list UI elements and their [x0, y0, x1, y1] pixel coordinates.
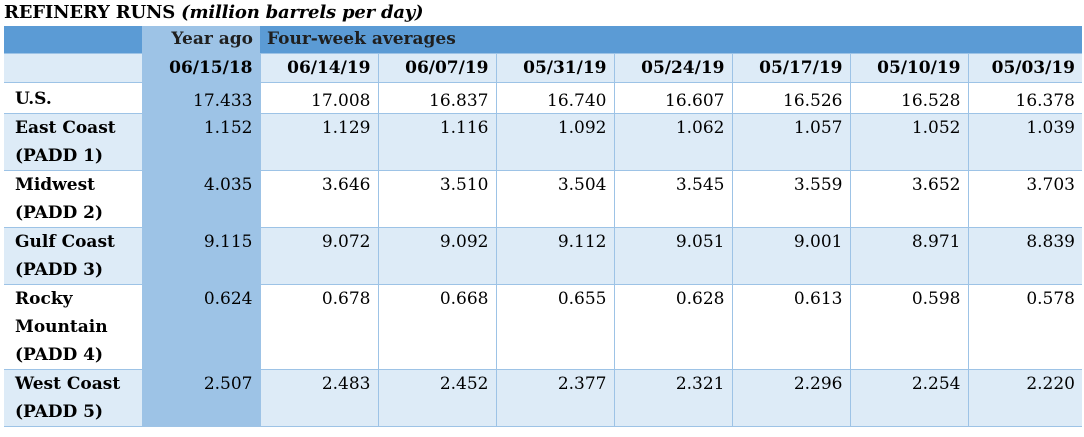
date-header: 06/07/19 — [378, 53, 497, 83]
row-label-line: (PADD 3) — [15, 260, 104, 280]
four-week-value: 3.504 — [496, 170, 615, 228]
title-unit: (million barrels per day) — [181, 2, 424, 23]
row-label-line: Mountain — [15, 317, 108, 337]
four-week-value: 0.678 — [260, 284, 379, 370]
row-label-line: Gulf Coast — [15, 232, 115, 252]
row-label-line: Rocky — [15, 289, 73, 309]
four-week-value: 1.062 — [614, 113, 733, 171]
row-label-line: U.S. — [15, 89, 52, 109]
four-week-value: 1.092 — [496, 113, 615, 171]
date-header: 05/03/19 — [968, 53, 1082, 83]
four-week-value: 2.296 — [732, 369, 851, 427]
four-week-value: 3.559 — [732, 170, 851, 228]
four-week-value: 16.837 — [378, 82, 497, 114]
table-row: Gulf Coast (PADD 3) 9.115 9.072 9.092 9.112 9.… — [4, 227, 1082, 285]
header-row-dates: 06/15/18 06/14/19 06/07/19 05/31/19 05/2… — [4, 53, 1082, 83]
four-week-value: 3.703 — [968, 170, 1082, 228]
four-week-value: 3.652 — [850, 170, 969, 228]
four-week-value: 0.655 — [496, 284, 615, 370]
row-label: Midwest (PADD 2) — [4, 170, 142, 228]
refinery-runs-table: Year ago Four-week averages 06/15/18 06/… — [4, 26, 1082, 427]
row-label: West Coast (PADD 5) — [4, 369, 142, 427]
table-row: West Coast (PADD 5) 2.507 2.483 2.452 2.377 2.… — [4, 369, 1082, 427]
table-row: Rocky Mountain (PADD 4) 0.624 0.678 0.668 0.65… — [4, 284, 1082, 370]
four-week-value: 1.039 — [968, 113, 1082, 171]
four-week-value: 16.740 — [496, 82, 615, 114]
four-week-value: 3.646 — [260, 170, 379, 228]
table-row: U.S. 17.433 17.008 16.837 16.740 16.607 16.526… — [4, 82, 1082, 114]
year-ago-value: 2.507 — [142, 369, 261, 427]
row-label-line: (PADD 2) — [15, 203, 104, 223]
four-week-value: 16.378 — [968, 82, 1082, 114]
four-week-value: 1.052 — [850, 113, 969, 171]
table-title: REFINERY RUNS (million barrels per day) — [4, 2, 424, 23]
four-week-value: 3.510 — [378, 170, 497, 228]
row-label-line: (PADD 1) — [15, 146, 104, 166]
four-week-value: 17.008 — [260, 82, 379, 114]
four-week-value: 9.112 — [496, 227, 615, 285]
date-header: 05/17/19 — [732, 53, 851, 83]
date-header: 05/31/19 — [496, 53, 615, 83]
year-ago-value: 0.624 — [142, 284, 261, 370]
row-label-line: (PADD 5) — [15, 402, 104, 422]
year-ago-value: 17.433 — [142, 82, 261, 114]
four-week-header: Four-week averages — [260, 26, 1082, 54]
date-header: 06/14/19 — [260, 53, 379, 83]
header-corner — [4, 26, 142, 54]
row-label: U.S. — [4, 82, 142, 114]
row-label: Rocky Mountain (PADD 4) — [4, 284, 142, 370]
four-week-value: 2.377 — [496, 369, 615, 427]
table-row: Midwest (PADD 2) 4.035 3.646 3.510 3.504 3.545… — [4, 170, 1082, 228]
row-label: Gulf Coast (PADD 3) — [4, 227, 142, 285]
four-week-value: 8.971 — [850, 227, 969, 285]
row-label-line: East Coast — [15, 118, 116, 138]
date-header: 05/24/19 — [614, 53, 733, 83]
four-week-value: 2.483 — [260, 369, 379, 427]
year-ago-value: 4.035 — [142, 170, 261, 228]
date-header: 05/10/19 — [850, 53, 969, 83]
row-label-line: West Coast — [15, 374, 121, 394]
four-week-value: 2.254 — [850, 369, 969, 427]
four-week-value: 9.092 — [378, 227, 497, 285]
header-row-groups: Year ago Four-week averages — [4, 26, 1082, 54]
four-week-value: 0.613 — [732, 284, 851, 370]
four-week-value: 0.668 — [378, 284, 497, 370]
four-week-value: 0.598 — [850, 284, 969, 370]
date-header-corner — [4, 53, 142, 83]
four-week-value: 16.607 — [614, 82, 733, 114]
year-ago-value: 9.115 — [142, 227, 261, 285]
four-week-value: 0.628 — [614, 284, 733, 370]
four-week-value: 1.057 — [732, 113, 851, 171]
table-row: East Coast (PADD 1) 1.152 1.129 1.116 1.092 1.… — [4, 113, 1082, 171]
four-week-value: 2.220 — [968, 369, 1082, 427]
four-week-value: 3.545 — [614, 170, 733, 228]
row-label-line: Midwest — [15, 175, 96, 195]
four-week-value: 9.072 — [260, 227, 379, 285]
four-week-value: 0.578 — [968, 284, 1082, 370]
year-ago-value: 1.152 — [142, 113, 261, 171]
four-week-value: 16.526 — [732, 82, 851, 114]
row-label-line: (PADD 4) — [15, 345, 104, 365]
four-week-value: 16.528 — [850, 82, 969, 114]
year-ago-header: Year ago — [142, 26, 260, 54]
four-week-value: 9.051 — [614, 227, 733, 285]
four-week-value: 2.321 — [614, 369, 733, 427]
four-week-value: 1.116 — [378, 113, 497, 171]
date-header: 06/15/18 — [142, 53, 261, 83]
four-week-value: 1.129 — [260, 113, 379, 171]
four-week-value: 8.839 — [968, 227, 1082, 285]
title-main: REFINERY RUNS — [4, 2, 176, 23]
row-label: East Coast (PADD 1) — [4, 113, 142, 171]
four-week-value: 2.452 — [378, 369, 497, 427]
four-week-value: 9.001 — [732, 227, 851, 285]
